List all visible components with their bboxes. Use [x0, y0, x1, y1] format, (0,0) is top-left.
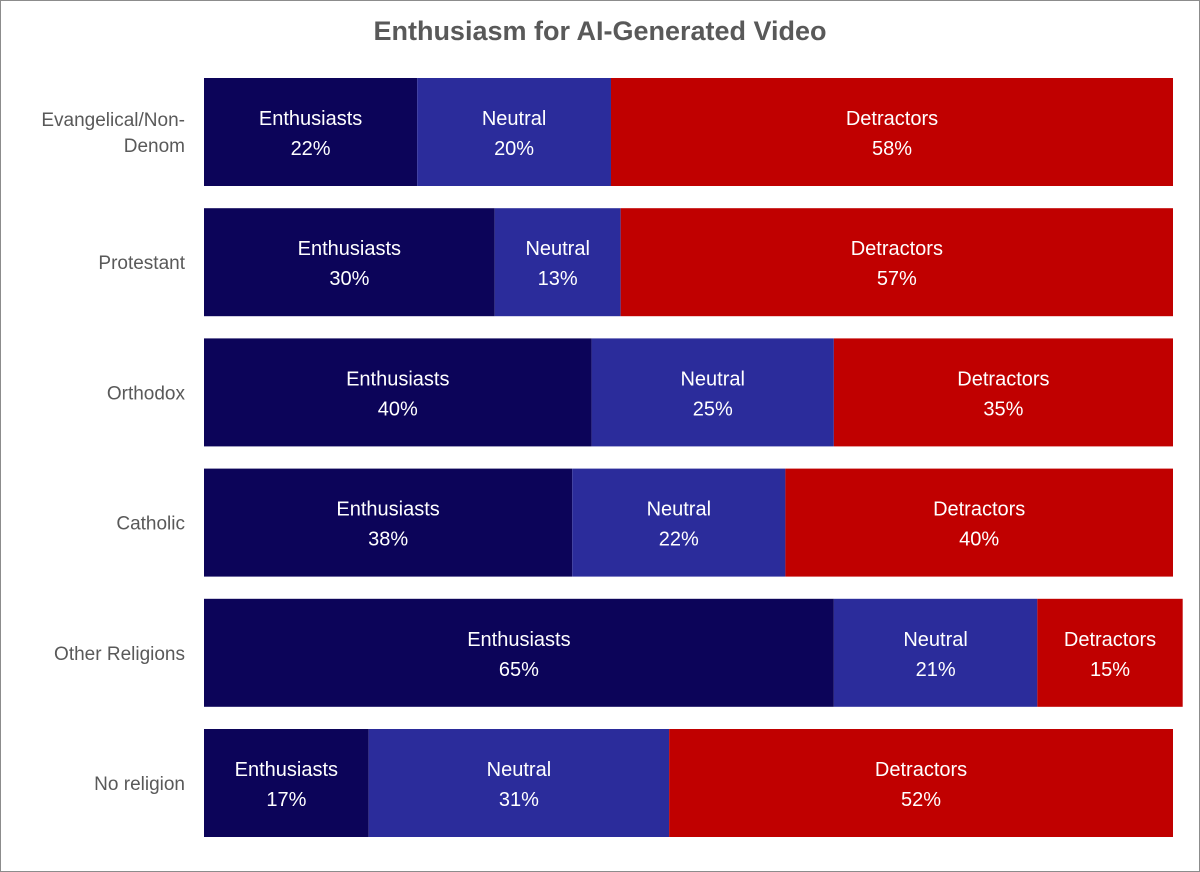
- bar-catholic-detractors: [785, 468, 1173, 577]
- data-label-evangelical-non-denom-neutral-value: 20%: [494, 138, 534, 160]
- bar-evangelical-non-denom-detractors: [610, 78, 1173, 186]
- data-label-protestant-neutral-value: 13%: [538, 268, 578, 290]
- data-label-orthodox-detractors-name: Detractors: [957, 368, 1049, 390]
- bar-evangelical-non-denom-neutral: [417, 78, 611, 186]
- category-label-no-religion: No religion: [94, 774, 185, 795]
- bar-no-religion-neutral: [368, 729, 670, 837]
- data-label-catholic-detractors-name: Detractors: [933, 499, 1025, 521]
- category-label-orthodox: Orthodox: [107, 383, 186, 404]
- data-label-protestant-detractors-value: 57%: [877, 268, 917, 290]
- bar-catholic-enthusiasts: [204, 468, 573, 577]
- data-label-no-religion-enthusiasts-name: Enthusiasts: [235, 759, 338, 781]
- data-label-catholic-detractors-value: 40%: [959, 529, 999, 551]
- data-label-no-religion-neutral-name: Neutral: [487, 759, 551, 781]
- bar-other-religions-detractors: [1037, 598, 1183, 707]
- data-label-orthodox-neutral-name: Neutral: [680, 368, 744, 390]
- data-label-other-religions-detractors-name: Detractors: [1064, 629, 1156, 651]
- data-label-catholic-enthusiasts-name: Enthusiasts: [336, 499, 439, 521]
- data-label-evangelical-non-denom-enthusiasts-value: 22%: [291, 138, 331, 160]
- category-label-other-religions: Other Religions: [54, 644, 185, 665]
- category-label-protestant: Protestant: [98, 253, 185, 274]
- bar-protestant-neutral: [494, 208, 621, 317]
- data-label-protestant-neutral-name: Neutral: [525, 238, 589, 260]
- data-label-orthodox-neutral-value: 25%: [693, 398, 733, 420]
- bar-protestant-enthusiasts: [204, 208, 495, 317]
- data-label-protestant-enthusiasts-name: Enthusiasts: [298, 238, 401, 260]
- bar-orthodox-detractors: [833, 338, 1173, 447]
- data-label-protestant-detractors-name: Detractors: [851, 238, 943, 260]
- bar-catholic-neutral: [572, 468, 786, 577]
- bar-no-religion-detractors: [669, 729, 1173, 837]
- bar-other-religions-enthusiasts: [204, 598, 834, 707]
- category-label-catholic: Catholic: [116, 514, 185, 535]
- data-label-orthodox-enthusiasts-name: Enthusiasts: [346, 368, 449, 390]
- data-label-catholic-neutral-name: Neutral: [647, 499, 711, 521]
- data-label-catholic-neutral-value: 22%: [659, 529, 699, 551]
- data-label-other-religions-detractors-value: 15%: [1090, 659, 1130, 681]
- data-label-no-religion-neutral-value: 31%: [499, 789, 539, 811]
- data-label-evangelical-non-denom-detractors-name: Detractors: [846, 108, 938, 130]
- data-label-no-religion-enthusiasts-value: 17%: [266, 789, 306, 811]
- category-label-evangelical-non-denom: Evangelical/Non-Denom: [41, 110, 185, 157]
- data-label-other-religions-enthusiasts-value: 65%: [499, 659, 539, 681]
- data-label-protestant-enthusiasts-value: 30%: [329, 268, 369, 290]
- data-label-evangelical-non-denom-detractors-value: 58%: [872, 138, 912, 160]
- bar-other-religions-neutral: [833, 598, 1038, 707]
- bar-protestant-detractors: [620, 208, 1173, 317]
- data-label-evangelical-non-denom-neutral-name: Neutral: [482, 108, 546, 130]
- data-label-orthodox-enthusiasts-value: 40%: [378, 398, 418, 420]
- data-label-other-religions-neutral-name: Neutral: [903, 629, 967, 651]
- data-label-other-religions-enthusiasts-name: Enthusiasts: [467, 629, 570, 651]
- chart-title: Enthusiasm for AI-Generated Video: [373, 16, 827, 46]
- data-label-no-religion-detractors-value: 52%: [901, 789, 941, 811]
- bar-no-religion-enthusiasts: [204, 729, 369, 837]
- data-label-evangelical-non-denom-enthusiasts-name: Enthusiasts: [259, 108, 362, 130]
- bar-orthodox-neutral: [591, 338, 834, 447]
- data-label-no-religion-detractors-name: Detractors: [875, 759, 967, 781]
- data-label-other-religions-neutral-value: 21%: [916, 659, 956, 681]
- bar-evangelical-non-denom-enthusiasts: [204, 78, 418, 186]
- bar-orthodox-enthusiasts: [204, 338, 592, 447]
- data-label-orthodox-detractors-value: 35%: [983, 398, 1023, 420]
- data-label-catholic-enthusiasts-value: 38%: [368, 529, 408, 551]
